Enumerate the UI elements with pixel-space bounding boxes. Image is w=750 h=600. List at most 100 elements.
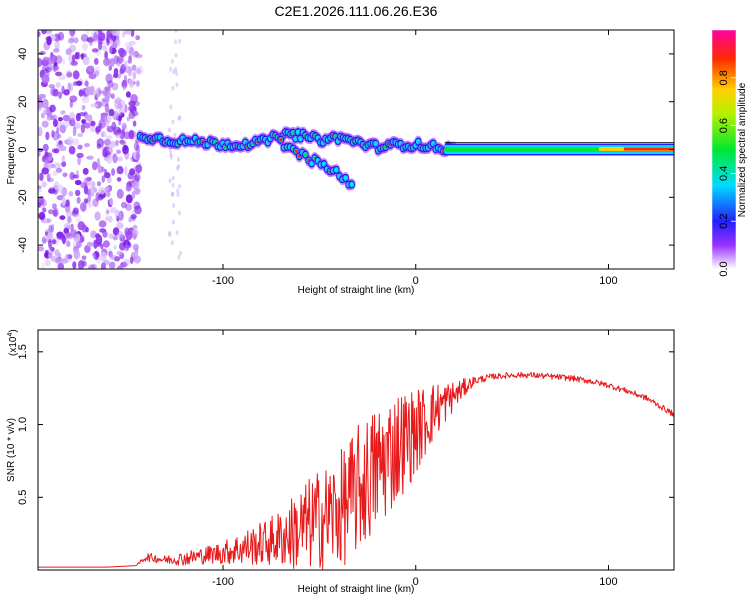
spectrogram-noise-blob <box>128 100 136 107</box>
spectrogram-noise-blob <box>117 231 124 238</box>
spectrogram-noise-blob <box>55 82 61 88</box>
spectrogram-noise-blob <box>54 40 60 50</box>
spectrogram-noise-blob <box>132 229 138 236</box>
spectrogram-noise-blob <box>44 149 48 159</box>
spectrogram-noise-blob <box>88 264 96 269</box>
snr-frame <box>37 329 675 571</box>
spectrogram-y-axis: -40 -20 0 20 40 <box>17 48 674 253</box>
spectrogram-noise-blob <box>57 133 62 139</box>
spectrogram-noise-blob <box>124 128 129 133</box>
spectrogram-noise-blob <box>125 230 133 241</box>
spectrogram-x-tick-label: -100 <box>212 275 234 287</box>
spectrogram-noise-blob <box>42 199 48 207</box>
spectrogram-noise-blob <box>90 124 96 132</box>
spectrogram-noise-blob <box>83 198 89 204</box>
spectrogram-noise-blob <box>107 215 113 223</box>
spectrogram-noise-blob <box>48 241 53 249</box>
spectrogram-noise-blob <box>135 68 141 74</box>
spectrogram-noise-blob <box>128 47 135 56</box>
spectrogram-noise-blob <box>127 58 132 64</box>
spectrogram-noise-blob <box>61 121 69 129</box>
spectrogram-noise-blob <box>84 95 90 104</box>
spectrogram-noise-blob <box>109 254 113 260</box>
spectrogram-noise-blob <box>90 103 98 108</box>
spectrogram-noise-blob <box>67 82 71 93</box>
spectrogram-noise-blob <box>55 141 60 151</box>
spectrogram-noise-blob <box>111 254 117 261</box>
spectrogram-noise-blob <box>103 86 108 92</box>
spectrogram-noise-blob <box>97 32 106 41</box>
spectrogram-noise-blob <box>101 97 110 103</box>
spectrogram-noise-blob <box>123 75 128 82</box>
spectrogram-noise-blob <box>111 121 117 131</box>
spectrogram-noise-blob <box>48 84 56 89</box>
spectrogram-noise-blob <box>178 115 182 121</box>
spectrogram-noise-blob <box>112 153 118 164</box>
spectrogram-noise-blob <box>76 196 81 204</box>
spectrogram-noise-blob <box>130 214 137 220</box>
spectrogram-noise-blob <box>102 240 110 248</box>
spectrogram-noise-blob <box>178 210 181 216</box>
spectrogram-noise-blob <box>105 135 113 140</box>
spectrogram-noise-blob <box>70 229 78 238</box>
spectrogram-noise-blob <box>124 60 128 68</box>
spectrogram-noise-blob <box>38 148 44 153</box>
spectrogram-noise-blob <box>75 189 81 197</box>
spectrogram-noise-blob <box>95 126 102 133</box>
spectrogram-noise-blob <box>47 247 54 255</box>
spectrogram-noise-blob <box>41 98 49 109</box>
spectrogram-noise-blob <box>85 176 92 182</box>
spectrogram-noise-blob <box>118 210 124 221</box>
spectrogram-noise-blob <box>78 89 84 97</box>
spectrogram-noise-blob <box>41 262 45 269</box>
spectrogram-carrier-band-max <box>623 147 674 151</box>
spectrogram-noise-blob <box>120 140 127 146</box>
spectrogram-noise-blob <box>95 233 100 239</box>
snr-panel: -100 0 100 0.5 1.0 1.5 Height of straight li… <box>6 329 675 595</box>
spectrogram-noise-blob <box>41 236 47 245</box>
spectrogram-noise-blob <box>79 202 87 212</box>
spectrogram-noise-blob <box>128 216 132 223</box>
spectrogram-noise-blob <box>42 143 49 152</box>
spectrogram-noise-blob <box>48 177 54 183</box>
spectrogram-noise-blob <box>67 215 72 224</box>
spectrogram-noise-blob <box>76 152 84 158</box>
spectrogram-noise-blob <box>71 54 76 63</box>
spectrogram-noise-blob <box>41 65 50 71</box>
spectrogram-noise-blob <box>168 178 172 184</box>
spectrogram-x-axis: -100 0 100 <box>212 30 618 287</box>
spectrogram-noise-blob <box>175 230 179 236</box>
spectrogram-noise-blob <box>109 197 113 206</box>
spectrogram-noise-blob <box>85 188 91 195</box>
spectrogram-noise-blob <box>47 115 56 120</box>
spectrogram-noise-blob <box>41 181 47 188</box>
spectrogram-noise-blob <box>45 231 49 236</box>
spectrogram-noise-blob <box>75 213 82 223</box>
spectrogram-noise-blob <box>171 191 174 197</box>
spectrogram-noise-blob <box>42 217 50 224</box>
spectrogram-noise-blob <box>75 113 81 122</box>
spectrogram-noise-blob <box>127 66 133 77</box>
spectrogram-x-axis-title: Height of straight line (km) <box>298 285 415 296</box>
spectrogram-noise-blob <box>65 210 73 218</box>
spectrogram-noise-blob <box>53 181 60 190</box>
spectrogram-noise-blob <box>96 181 102 187</box>
snr-y-tick-label: 0.5 <box>17 490 29 505</box>
spectrogram-noise-blob <box>171 85 175 91</box>
spectrogram-noise-blob <box>62 114 71 122</box>
spectrogram-noise-blob <box>90 180 96 188</box>
spectrogram-noise-blob <box>91 198 99 207</box>
spectrogram-noise-blob <box>176 157 180 162</box>
spectrogram-noise-blob <box>48 224 53 235</box>
spectrogram-noise-blob <box>104 115 112 123</box>
spectrogram-noise-blob <box>59 124 67 134</box>
colorbar: 0.0 0.2 0.4 0.6 0.8 Normalized spectral ampl… <box>711 29 748 277</box>
spectrogram-noise-blob <box>116 215 123 220</box>
spectrogram-noise-blob <box>73 249 80 260</box>
spectrogram-noise-blob <box>41 74 50 84</box>
spectrogram-noise-blob <box>176 192 180 198</box>
spectrogram-noise-blob <box>90 120 96 127</box>
spectrogram-noise-blob <box>127 105 134 112</box>
spectrogram-noise-blob <box>171 182 175 188</box>
